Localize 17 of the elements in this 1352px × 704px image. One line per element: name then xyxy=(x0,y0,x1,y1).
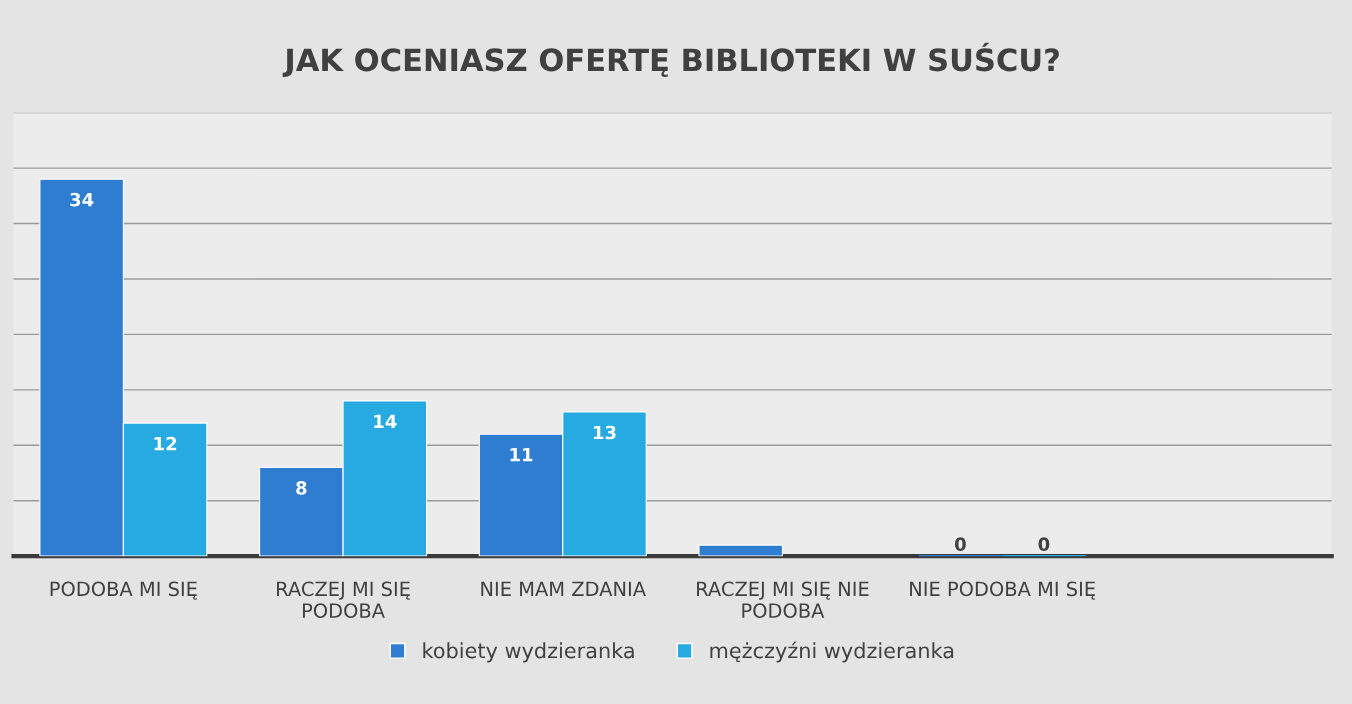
data-label: 8 xyxy=(296,481,307,495)
chart-title: JAK OCENIASZ OFERTĘ BIBLIOTEKI W SUŚCU? xyxy=(282,42,1059,78)
data-label: 0 xyxy=(1038,537,1050,551)
x-tick-label: NIE PODOBA MI SIĘ xyxy=(910,581,1095,600)
legend-label: kobiety wydzieranka xyxy=(423,642,634,663)
x-tick-label: PODOBA MI SIĘ xyxy=(50,581,197,600)
bar xyxy=(698,544,784,557)
x-tick-label: NIE MAM ZDANIA xyxy=(481,581,646,596)
data-label: 11 xyxy=(510,448,533,462)
data-label: 34 xyxy=(70,192,94,207)
legend-label: mężczyźni wydzieranka xyxy=(710,641,954,663)
x-tick-label: RACZEJ MI SIĘ NIE PODOBA xyxy=(697,581,869,618)
x-tick-label: RACZEJ MI SIĘ PODOBA xyxy=(277,581,410,618)
data-label: 14 xyxy=(374,414,397,428)
data-label: 12 xyxy=(154,436,177,451)
data-label: 0 xyxy=(955,537,966,551)
data-label: 13 xyxy=(593,425,616,440)
